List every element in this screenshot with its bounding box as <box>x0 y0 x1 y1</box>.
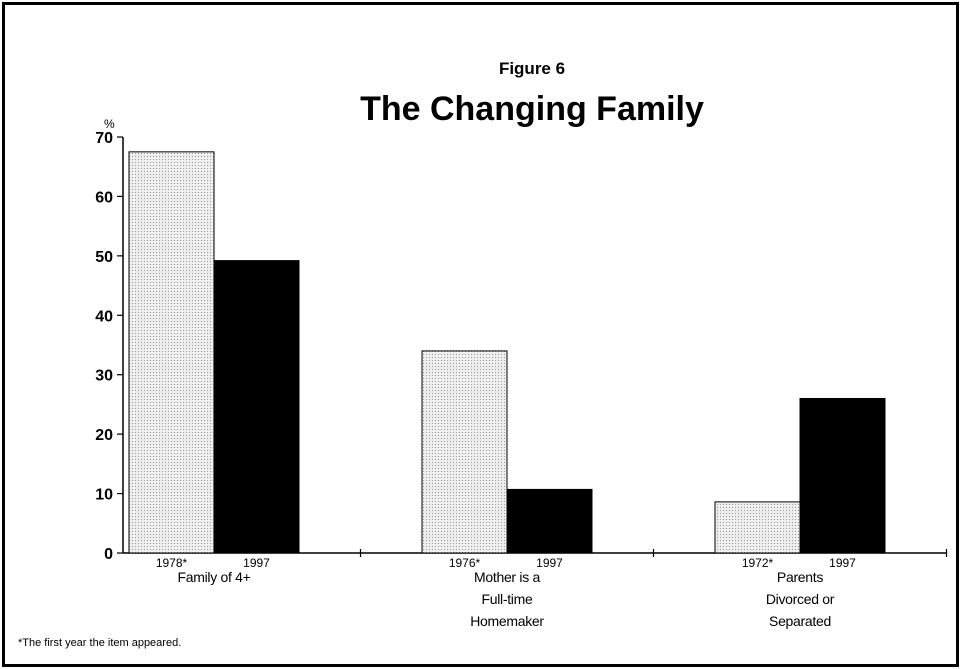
x-tick-label: Parents Divorced or Separated <box>765 569 835 629</box>
chart-subtitle: Figure 6 <box>499 59 565 78</box>
y-tick-label: 40 <box>95 308 113 325</box>
bar-year-label: 1978* <box>156 556 188 570</box>
bar-year-label: 1997 <box>536 556 563 570</box>
bar <box>799 397 886 554</box>
y-tick-label: 30 <box>95 368 113 385</box>
bar <box>128 151 215 554</box>
bar-year-label: 1972* <box>742 556 774 570</box>
y-tick-label: 60 <box>95 189 113 206</box>
y-tick-label: 50 <box>95 249 113 266</box>
bar <box>421 350 508 554</box>
bar <box>213 260 300 554</box>
bar <box>506 488 593 554</box>
bar-year-label: 1976* <box>449 556 481 570</box>
footnote: *The first year the item appeared. <box>18 637 182 649</box>
x-tick-label: Family of 4+ <box>177 569 251 585</box>
y-tick-label: 10 <box>95 487 113 504</box>
x-tick-label: Mother is a Full-time Homemaker <box>470 569 544 629</box>
bar-year-label: 1997 <box>243 556 270 570</box>
y-tick-label: 70 <box>95 130 113 147</box>
y-tick-label: 20 <box>95 427 113 444</box>
chart-title: The Changing Family <box>360 90 704 128</box>
bar <box>714 501 801 554</box>
y-tick-label: 0 <box>104 546 113 563</box>
unit-label: % <box>104 117 115 131</box>
bar-year-label: 1997 <box>829 556 856 570</box>
